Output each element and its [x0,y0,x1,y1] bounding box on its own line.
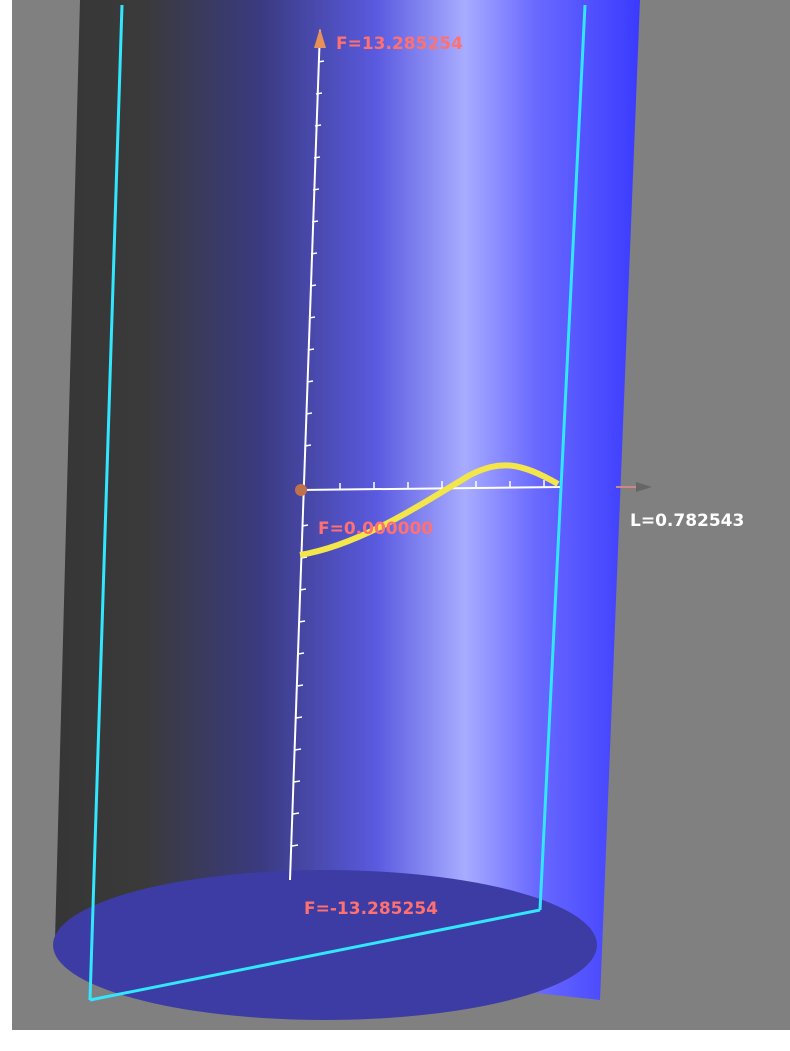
page: {"labels": {"f_max": "F=13.285254", "f_z… [0,0,790,1051]
f-min-label: F=-13.285254 [304,899,438,919]
origin-marker [295,484,307,496]
f-zero-label: F=0.000000 [318,519,433,539]
viewport: F=13.285254 F=0.000000 F=-13.285254 L=0.… [0,0,790,1051]
length-label: L=0.782543 [630,511,744,531]
f-max-label: F=13.285254 [336,34,463,54]
cylinder-base [53,870,597,1020]
cylinder-body [55,0,640,1000]
